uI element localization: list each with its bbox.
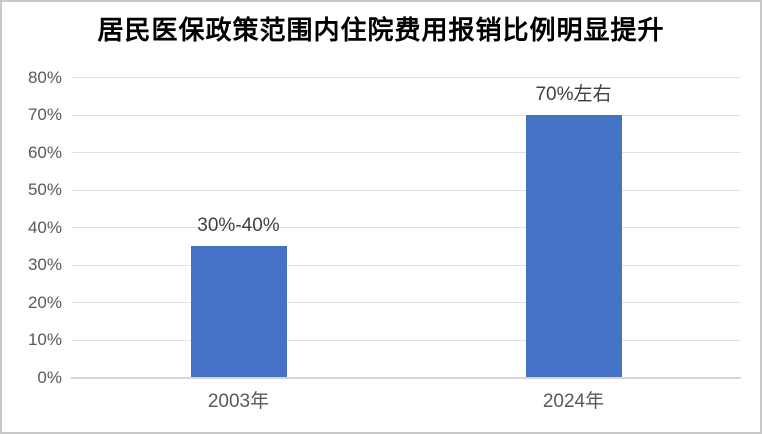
bar-data-label: 70%左右 [535,84,612,106]
y-tick-label: 0% [37,367,62,387]
y-tick-label: 40% [27,217,62,237]
gridline [71,77,741,79]
bar [190,246,287,378]
bar-data-label: 30%-40% [197,215,280,237]
y-tick-label: 20% [27,292,62,312]
y-tick-label: 70% [27,105,62,125]
chart-title: 居民医保政策范围内住院费用报销比例明显提升 [97,15,665,45]
gridline [71,339,741,341]
gridline [71,227,741,229]
y-tick-label: 30% [27,255,62,275]
y-tick-label: 60% [27,142,62,162]
bar [525,115,622,378]
y-tick-label: 50% [27,180,62,200]
x-axis-line [71,376,741,379]
y-tick-label: 10% [27,330,62,350]
gridline [71,189,741,191]
x-tick-label: 2024年 [542,391,605,412]
gridline [71,114,741,116]
y-tick-label: 80% [27,67,62,87]
x-tick-label: 2003年 [207,391,270,412]
gridline [71,264,741,266]
gridline [71,302,741,304]
gridline [71,152,741,154]
